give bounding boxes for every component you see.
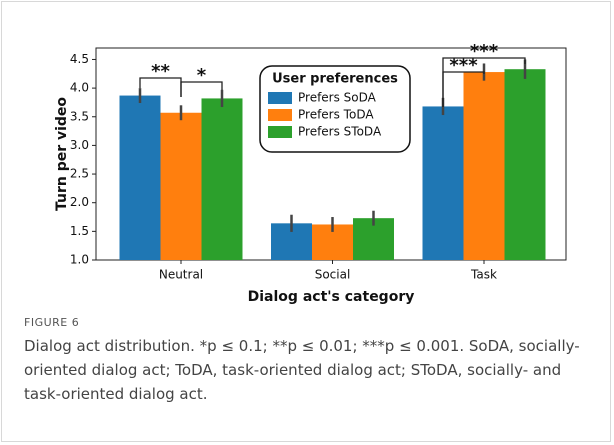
x-tick-label: Task: [470, 268, 497, 282]
y-tick-label: 1.0: [70, 253, 89, 267]
x-axis-label: Dialog act's category: [248, 289, 415, 305]
x-tick-label: Social: [315, 268, 351, 282]
legend-box: [259, 65, 411, 153]
y-axis-label: Turn per video: [54, 97, 70, 211]
legend-swatch: [268, 109, 292, 121]
y-tick-label: 4.0: [70, 81, 89, 95]
bar: [463, 72, 505, 260]
legend-swatch: [268, 92, 292, 104]
significance-label: ***: [449, 55, 478, 76]
legend-swatch: [268, 126, 292, 138]
significance-label: *: [197, 65, 207, 86]
significance-label: ***: [470, 41, 499, 62]
bar: [119, 95, 161, 260]
bar: [422, 106, 464, 261]
figure-label: FIGURE 6: [24, 316, 80, 329]
figure-caption: Dialog act distribution. *p ≤ 0.1; **p ≤…: [24, 337, 580, 403]
bar: [160, 112, 202, 261]
bar: [504, 69, 546, 260]
significance-label: **: [151, 61, 170, 82]
significance-bracket: [180, 81, 223, 97]
y-tick-label: 2.5: [70, 167, 89, 181]
chart: 1.0 1.5 2.0 2.5 3.0 3.5 4.0 4.5 Neutral Social Tas…: [54, 41, 567, 305]
legend-title: User preferences: [272, 72, 398, 87]
x-tick-label: Neutral: [159, 268, 203, 282]
y-tick-label: 3.5: [70, 109, 89, 123]
y-tick-label: 2.0: [70, 195, 89, 209]
y-tick-label: 4.5: [70, 52, 89, 66]
legend-label: Prefers SToDA: [298, 125, 382, 139]
y-tick-label: 1.5: [70, 224, 89, 238]
significance-bracket: [442, 57, 526, 107]
y-tick-label: 3.0: [70, 138, 89, 152]
legend-label: Prefers SoDA: [298, 91, 377, 105]
bar: [201, 98, 243, 260]
legend-label: Prefers ToDA: [298, 108, 374, 122]
